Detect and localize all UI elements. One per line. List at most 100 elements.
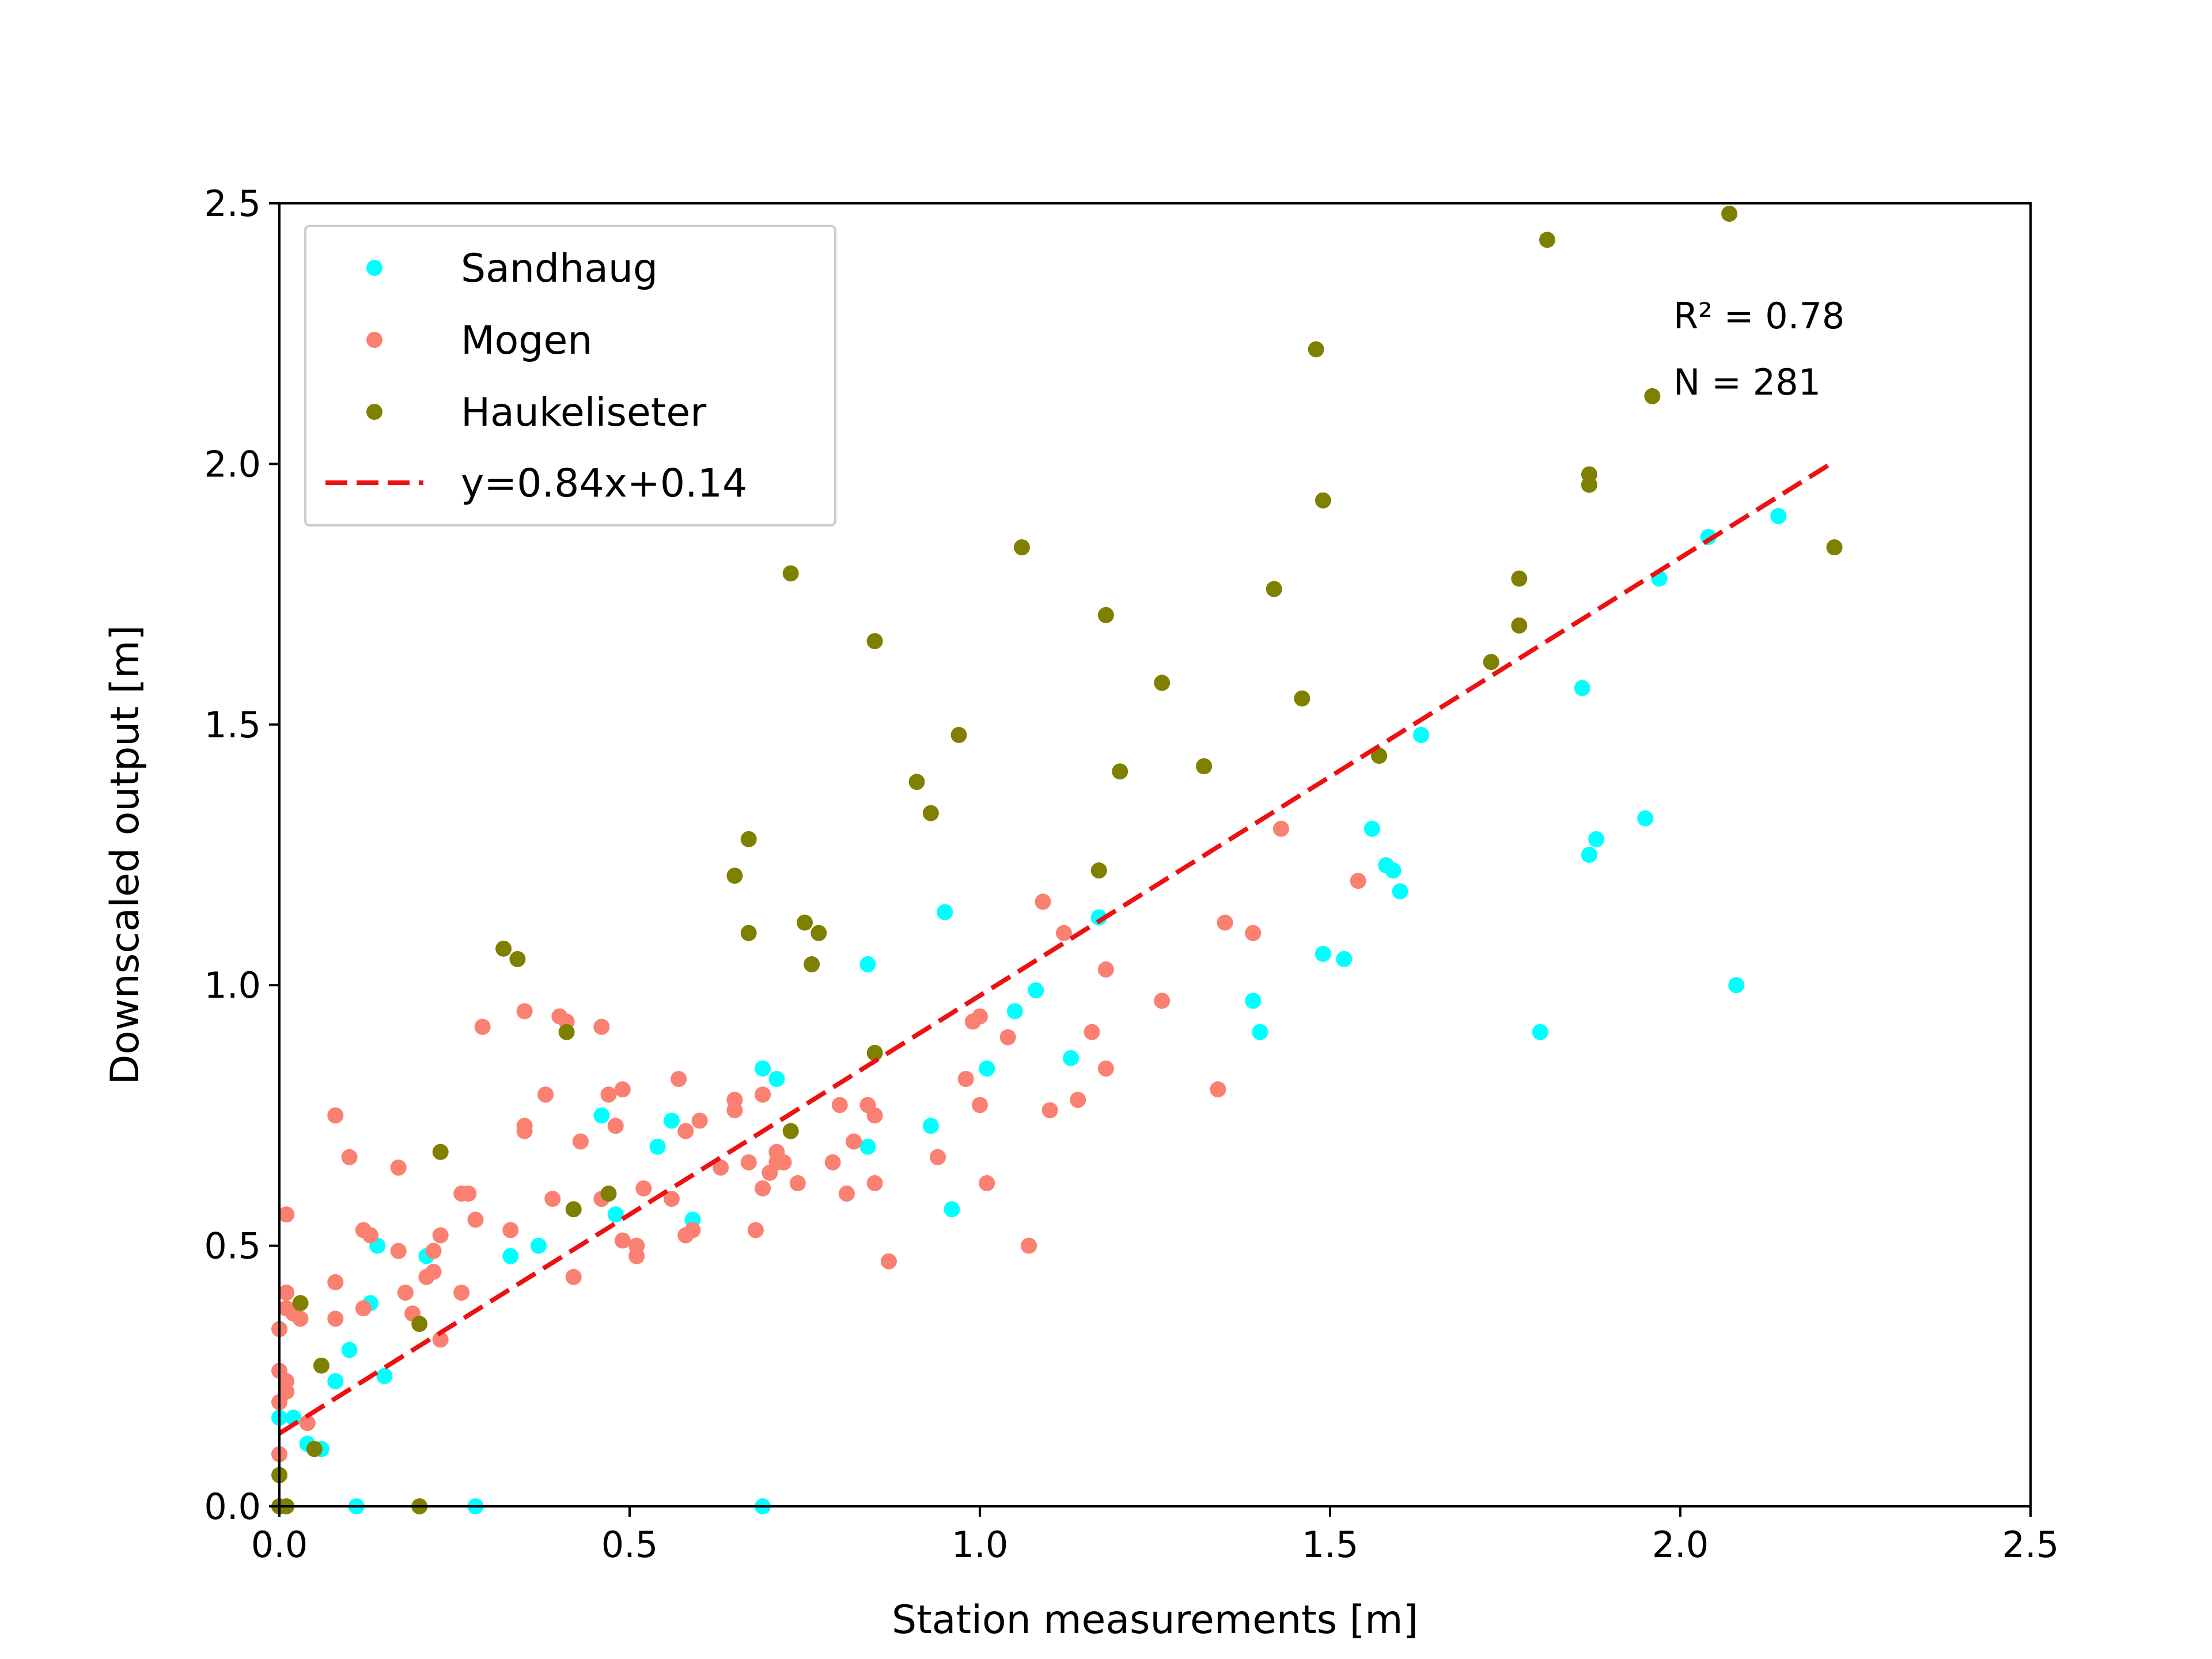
point-mogen-90: [1084, 1024, 1100, 1040]
y-tick-label: 2.5: [204, 183, 261, 225]
point-haukeliseter-26: [950, 726, 967, 743]
point-sandhaug-29: [1028, 982, 1044, 999]
x-axis-title: Station measurements [m]: [892, 1597, 1418, 1643]
point-mogen-57: [691, 1112, 708, 1129]
point-mogen-41: [565, 1268, 582, 1285]
point-haukeliseter-6: [411, 1316, 428, 1332]
point-haukeliseter-10: [509, 950, 526, 967]
point-mogen-72: [838, 1185, 855, 1202]
point-sandhaug-43: [1581, 847, 1597, 863]
point-mogen-61: [740, 1154, 757, 1171]
legend-label-mogen: Mogen: [461, 318, 592, 363]
point-haukeliseter-18: [782, 1123, 799, 1139]
point-sandhaug-14: [593, 1107, 610, 1124]
point-mogen-81: [972, 1008, 988, 1025]
point-haukeliseter-19: [797, 914, 813, 931]
point-mogen-73: [846, 1133, 862, 1150]
point-mogen-21: [397, 1285, 414, 1301]
point-mogen-82: [972, 1097, 988, 1113]
point-sandhaug-31: [1090, 909, 1107, 926]
point-sandhaug-38: [1385, 862, 1402, 879]
point-mogen-36: [516, 1123, 533, 1139]
point-mogen-26: [432, 1227, 449, 1244]
legend-label-haukeliseter: Haukeliseter: [461, 390, 706, 435]
point-sandhaug-24: [922, 1118, 939, 1134]
point-sandhaug-42: [1574, 680, 1590, 696]
point-sandhaug-39: [1392, 883, 1408, 900]
point-mogen-45: [600, 1086, 617, 1103]
point-haukeliseter-17: [782, 565, 799, 582]
point-haukeliseter-40: [1511, 617, 1528, 634]
point-haukeliseter-44: [1644, 388, 1661, 404]
point-mogen-37: [537, 1086, 554, 1103]
point-sandhaug-41: [1532, 1024, 1548, 1040]
point-sandhaug-30: [1063, 1050, 1080, 1066]
point-haukeliseter-9: [495, 940, 512, 957]
point-sandhaug-45: [1637, 810, 1654, 827]
point-haukeliseter-27: [1013, 539, 1030, 556]
point-mogen-8: [278, 1383, 295, 1400]
point-haukeliseter-34: [1294, 690, 1310, 707]
point-sandhaug-15: [607, 1206, 624, 1223]
point-haukeliseter-23: [866, 1044, 883, 1061]
point-sandhaug-17: [663, 1112, 680, 1129]
point-mogen-29: [460, 1185, 477, 1202]
point-mogen-69: [789, 1175, 806, 1192]
point-mogen-47: [614, 1081, 631, 1098]
point-haukeliseter-35: [1308, 341, 1324, 358]
y-tick-label: 0.5: [204, 1225, 261, 1267]
legend-marker-haukeliseter: [366, 404, 382, 420]
point-sandhaug-19: [755, 1060, 771, 1077]
point-mogen-24: [425, 1263, 442, 1280]
point-mogen-5: [278, 1285, 295, 1301]
point-sandhaug-32: [1245, 993, 1262, 1009]
point-haukeliseter-5: [313, 1357, 329, 1374]
legend-label-sandhaug: Sandhaug: [461, 246, 658, 291]
point-haukeliseter-39: [1511, 570, 1528, 587]
point-mogen-20: [390, 1243, 407, 1259]
point-mogen-42: [572, 1133, 589, 1150]
point-mogen-11: [299, 1415, 316, 1431]
point-haukeliseter-36: [1315, 492, 1331, 509]
point-sandhaug-40: [1413, 726, 1430, 743]
point-mogen-33: [502, 1222, 519, 1238]
point-haukeliseter-3: [292, 1295, 309, 1312]
point-mogen-97: [1272, 820, 1289, 837]
point-sandhaug-9: [376, 1368, 393, 1384]
x-tick-label: 0.0: [251, 1524, 308, 1566]
point-haukeliseter-30: [1112, 763, 1128, 780]
x-tick-label: 2.5: [2002, 1524, 2059, 1566]
point-mogen-19: [390, 1159, 407, 1176]
point-mogen-86: [1035, 893, 1051, 910]
point-haukeliseter-21: [810, 925, 827, 941]
point-sandhaug-26: [944, 1201, 960, 1218]
point-mogen-50: [628, 1248, 645, 1264]
point-sandhaug-23: [859, 1138, 876, 1155]
point-mogen-18: [362, 1227, 379, 1244]
legend: Sandhaug Mogen Haukeliseter y=0.84x+0.14: [304, 225, 836, 527]
point-mogen-83: [979, 1175, 995, 1192]
point-mogen-88: [1055, 925, 1072, 941]
point-sandhaug-48: [1728, 977, 1745, 994]
point-haukeliseter-31: [1154, 675, 1171, 691]
r-squared-annotation: R² = 0.78: [1673, 295, 1844, 337]
point-haukeliseter-24: [908, 774, 925, 790]
x-tick-label: 0.5: [601, 1524, 658, 1566]
point-haukeliseter-11: [558, 1024, 575, 1040]
point-mogen-75: [866, 1107, 883, 1124]
point-haukeliseter-16: [740, 925, 757, 941]
fit-line: [278, 459, 1836, 1435]
x-tick-label: 2.0: [1652, 1524, 1709, 1566]
point-haukeliseter-41: [1539, 232, 1555, 248]
point-mogen-30: [453, 1285, 470, 1301]
point-haukeliseter-38: [1483, 654, 1499, 671]
point-mogen-31: [467, 1211, 484, 1228]
point-mogen-13: [327, 1274, 344, 1290]
point-mogen-98: [1350, 873, 1366, 889]
point-mogen-34: [516, 1003, 533, 1020]
point-mogen-63: [755, 1086, 771, 1103]
point-mogen-32: [474, 1018, 491, 1035]
point-haukeliseter-46: [1826, 539, 1843, 556]
point-mogen-51: [635, 1180, 652, 1197]
